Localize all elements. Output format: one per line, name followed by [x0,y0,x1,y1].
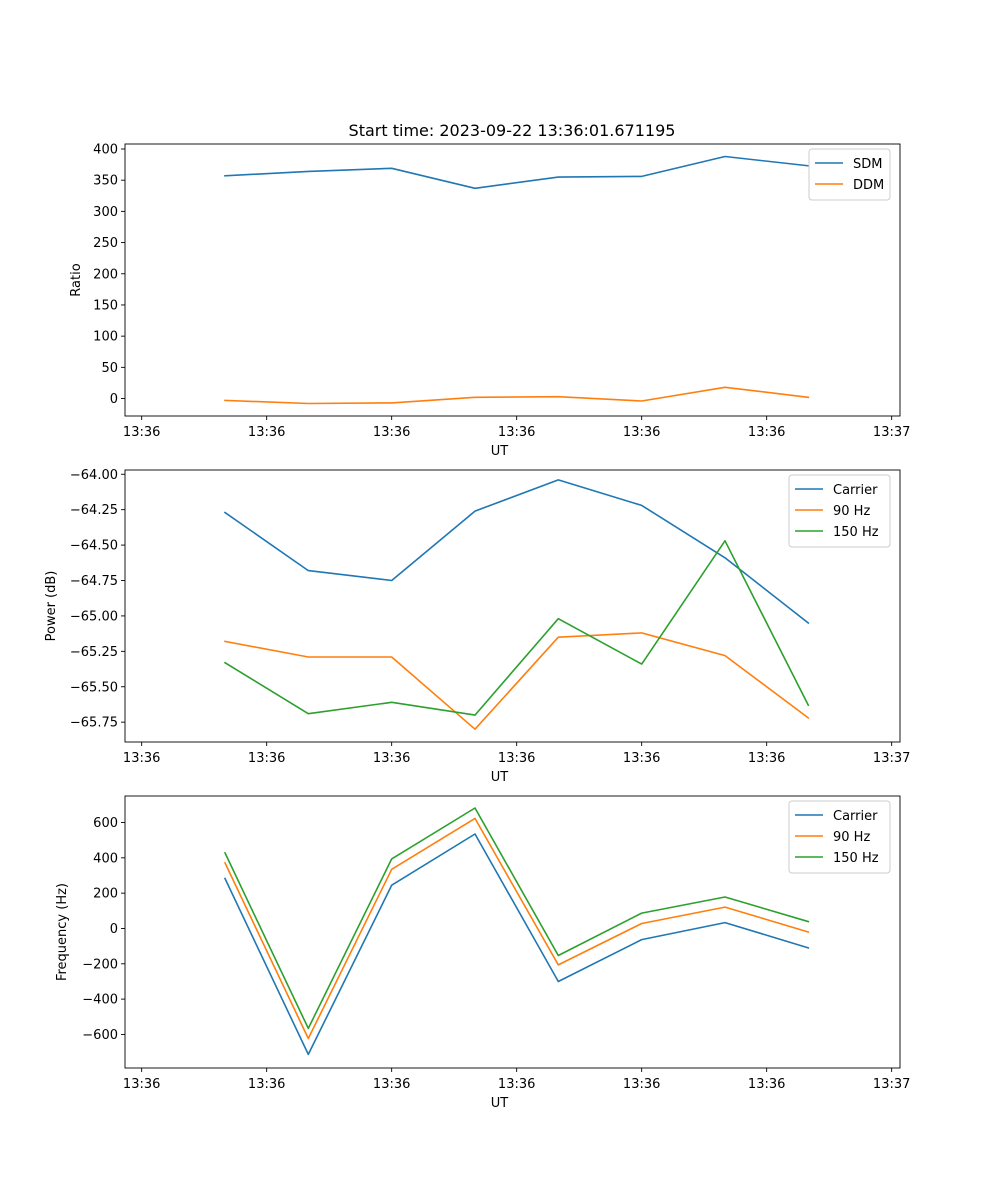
y-tick-label: 350 [93,174,118,189]
x-tick-label: 13:36 [623,425,660,440]
y-tick-label: −65.00 [70,609,118,624]
y-tick-label: −65.75 [70,716,118,731]
legend-box [788,800,891,874]
x-tick-label: 13:36 [373,425,410,440]
y-tick-label: 600 [93,816,118,831]
y-axis-label: Power (dB) [44,571,59,642]
x-tick-label: 13:36 [123,425,160,440]
y-axis-label: Frequency (Hz) [55,883,70,981]
legend: Carrier 90 Hz 150 Hz [788,474,891,548]
x-axis-label: UT [491,770,509,785]
legend-label: 150 Hz [833,851,879,866]
x-tick-label: 13:36 [623,1077,660,1092]
legend: Carrier 90 Hz 150 Hz [788,800,891,874]
y-tick-label: −600 [82,1028,118,1043]
chart-panel-1: 13:36 13:36 13:36 13:36 13:36 13:36 13:37 0 50 10… [69,142,910,459]
y-tick-label: −64.50 [70,539,118,554]
x-tick-label: 13:36 [248,1077,285,1092]
axes-frame [124,795,901,1069]
x-tick-label: 13:37 [873,425,910,440]
x-tick-label: 13:36 [123,1077,160,1092]
legend: SDM DDM [808,148,891,201]
series-line-90-hz [223,817,810,1040]
legend-box [788,474,891,548]
legend-label: Carrier [833,809,878,824]
x-tick-label: 13:36 [748,425,785,440]
x-tick-label: 13:36 [748,1077,785,1092]
series-line-150-hz [223,807,810,1030]
x-tick-label: 13:37 [873,751,910,766]
y-tick-label: 400 [93,851,118,866]
y-tick-label: −400 [82,993,118,1008]
y-tick-label: 150 [93,298,118,313]
x-tick-label: 13:37 [873,1077,910,1092]
series-line-carrier [223,479,810,625]
y-tick-label: 0 [110,922,118,937]
chart-panel-2: 13:36 13:36 13:36 13:36 13:36 13:36 13:37 −65.7… [44,468,910,785]
legend-label: Carrier [833,483,878,498]
series-line-ddm [224,386,810,405]
axes-frame [124,143,901,417]
x-tick-label: 13:36 [498,751,535,766]
legend-box [808,148,891,201]
x-tick-label: 13:36 [498,425,535,440]
axes-frame [124,469,901,743]
y-tick-label: −64.25 [70,503,118,518]
y-tick-label: −64.75 [70,574,118,589]
y-tick-label: 300 [93,205,118,220]
legend-label: 90 Hz [833,504,870,519]
x-axis-label: UT [491,1096,509,1111]
y-tick-label: 100 [93,330,118,345]
legend-label: DDM [853,178,884,193]
x-axis-label: UT [491,444,509,459]
y-tick-label: −200 [82,957,118,972]
x-tick-label: 13:36 [623,751,660,766]
x-tick-label: 13:36 [123,751,160,766]
y-tick-label: 250 [93,236,118,251]
y-tick-label: 200 [93,267,118,282]
y-tick-label: 200 [93,887,118,902]
y-tick-label: 0 [110,392,118,407]
series-line-150-hz [223,539,810,716]
x-tick-label: 13:36 [248,425,285,440]
chart-title: Start time: 2023-09-22 13:36:01.671195 [349,121,676,140]
x-tick-label: 13:36 [248,751,285,766]
y-tick-label: 400 [93,142,118,157]
x-tick-label: 13:36 [373,751,410,766]
x-tick-label: 13:36 [748,751,785,766]
chart-panel-3: 13:36 13:36 13:36 13:36 13:36 13:36 13:37 −600 −… [55,795,910,1111]
series-line-90-hz [224,632,810,731]
legend-label: 150 Hz [833,525,879,540]
x-tick-label: 13:36 [373,1077,410,1092]
legend-label: 90 Hz [833,830,870,845]
series-line-carrier [223,833,810,1056]
y-tick-label: 50 [101,361,118,376]
y-tick-label: −65.25 [70,645,118,660]
y-axis-label: Ratio [69,263,84,296]
y-tick-label: −64.00 [70,468,118,483]
x-tick-label: 13:36 [498,1077,535,1092]
series-line-sdm [224,155,810,190]
legend-label: SDM [853,157,882,172]
y-tick-label: −65.50 [70,680,118,695]
